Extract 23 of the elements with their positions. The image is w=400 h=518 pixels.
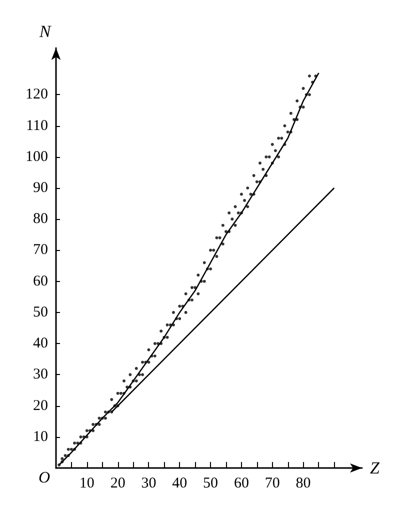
x-tick-label: 20 bbox=[110, 476, 126, 492]
y-tick-label: 10 bbox=[33, 428, 48, 445]
y-tick-label: 30 bbox=[33, 366, 48, 383]
x-tick-label: 40 bbox=[172, 476, 188, 492]
x-axis-title: Z bbox=[370, 458, 380, 478]
x-tick-label: 30 bbox=[141, 476, 156, 492]
x-tick-label: 70 bbox=[264, 476, 280, 492]
x-tick-label: 80 bbox=[296, 476, 311, 492]
x-tick-label: 10 bbox=[79, 476, 94, 492]
y-tick-label: 40 bbox=[33, 336, 48, 352]
y-tick-label: 20 bbox=[33, 398, 48, 414]
y-tick-label: 60 bbox=[33, 273, 48, 290]
x-tick-label: 60 bbox=[234, 476, 249, 492]
y-tick-label: 90 bbox=[33, 180, 48, 196]
y-tick-label: 110 bbox=[26, 118, 48, 134]
y-tick-label: 100 bbox=[26, 148, 48, 165]
y-tick-label: 120 bbox=[26, 86, 48, 103]
y-axis-title: N bbox=[38, 22, 52, 41]
x-tick-label: 50 bbox=[203, 476, 218, 492]
y-tick-label: 70 bbox=[33, 242, 48, 258]
y-tick-label: 80 bbox=[33, 211, 48, 228]
y-tick-label: 50 bbox=[33, 304, 48, 320]
text: O bbox=[38, 470, 50, 486]
